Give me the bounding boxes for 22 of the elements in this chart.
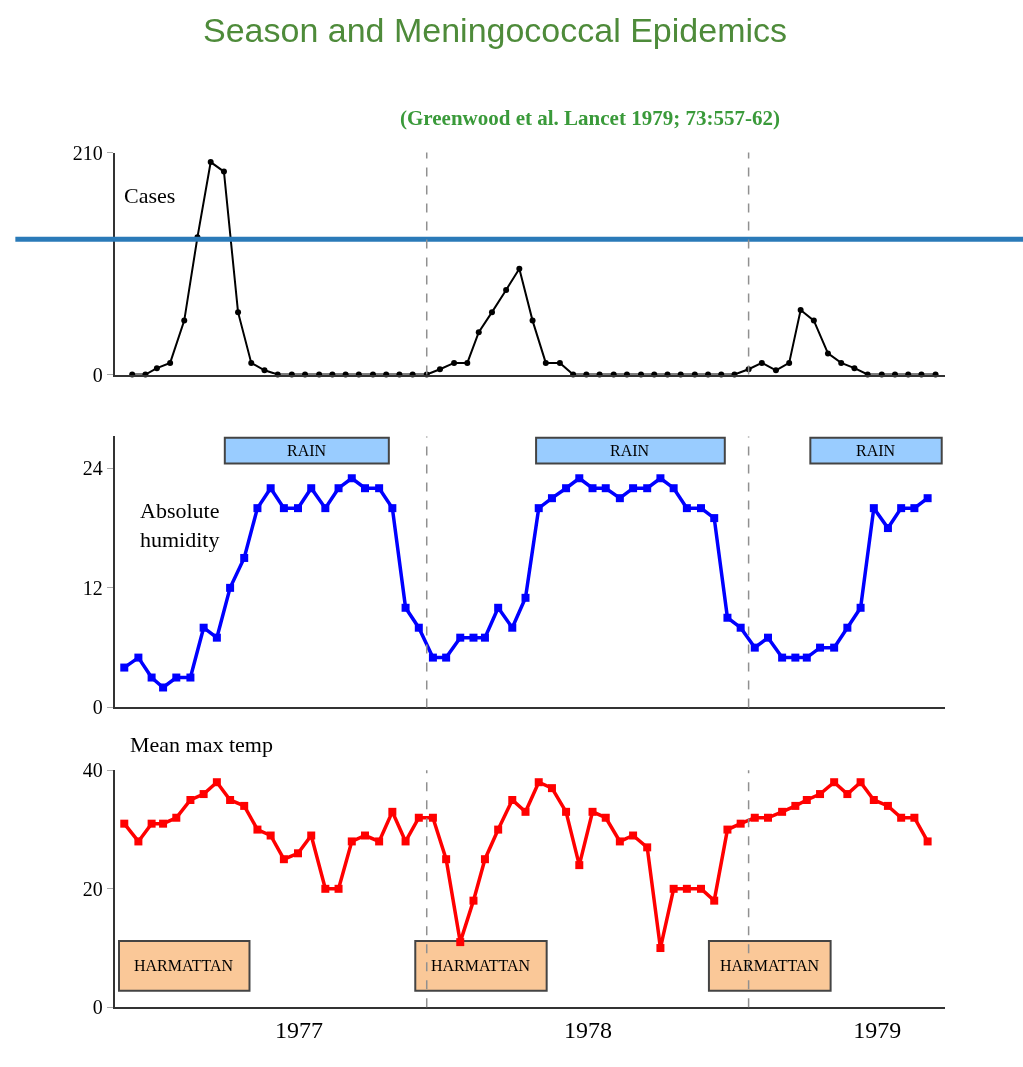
band-label: RAIN: [856, 442, 896, 459]
x-tick-label: 1977: [274, 1016, 323, 1043]
y-axis-title: Absolute humidity: [140, 498, 220, 552]
y-tick-label: 0: [92, 696, 103, 719]
band-label: RAIN: [610, 442, 650, 459]
band-label: HARMATTAN: [720, 957, 820, 974]
x-tick-label: 1979: [853, 1016, 902, 1043]
y-tick-label: 12: [82, 576, 103, 599]
x-tick-label: 1978: [564, 1016, 613, 1043]
band-label: RAIN: [287, 442, 327, 459]
y-tick-label: 40: [82, 759, 103, 782]
y-axis-title: Mean max temp: [130, 732, 273, 757]
y-tick-label: 0: [92, 996, 103, 1019]
y-tick-label: 0: [92, 363, 103, 386]
band-label: HARMATTAN: [134, 957, 234, 974]
chart-subtitle: (Greenwood et al. Lancet 1979; 73:557-62): [400, 106, 780, 130]
chart-title: Season and Meningococcal Epidemics: [203, 11, 788, 49]
band-label: HARMATTAN: [431, 957, 531, 974]
y-tick-label: 24: [82, 457, 103, 480]
y-tick-label: 20: [82, 877, 103, 900]
y-axis-title: Cases: [124, 183, 176, 208]
y-tick-label: 210: [72, 141, 103, 164]
